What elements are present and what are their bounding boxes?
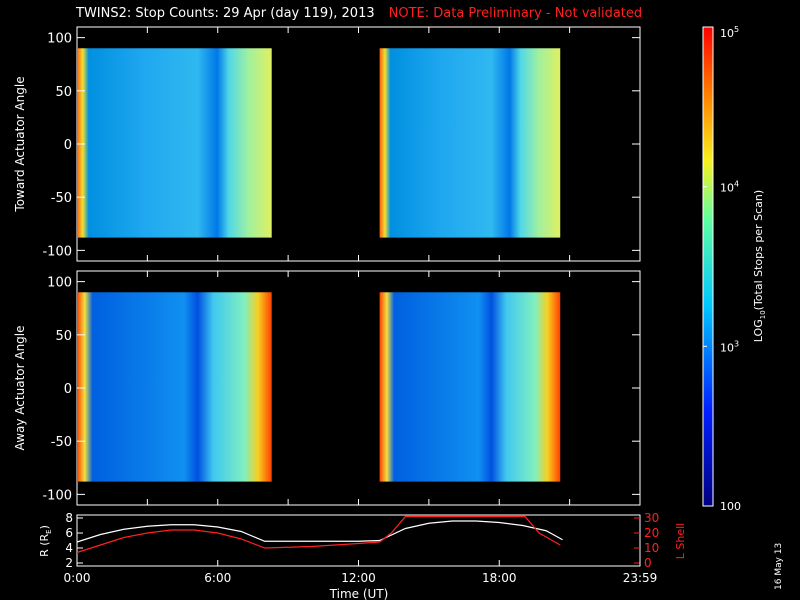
- xtick-label: 0:00: [64, 571, 91, 585]
- colorbar-tick-label: 100: [720, 500, 741, 513]
- xaxis-label: Time (UT): [329, 587, 389, 600]
- date-stamp: 16 May 13: [774, 542, 784, 590]
- away-ylabel: Away Actuator Angle: [13, 325, 27, 450]
- orbit-ytick-label: 6: [65, 526, 73, 540]
- orbit-ytick-label: 8: [65, 511, 73, 525]
- ytick-label: 0: [64, 138, 72, 153]
- radius-line: [76, 520, 563, 543]
- ytick-label: -100: [42, 244, 72, 259]
- xtick-label: 18:00: [482, 571, 517, 585]
- preliminary-note: NOTE: Data Preliminary - Not validated: [388, 6, 643, 21]
- ytick-label: -50: [51, 191, 72, 206]
- colorbar-label: LOG10(Total Stops per Scan): [752, 190, 767, 342]
- orbit-ytick-label: 4: [65, 541, 73, 555]
- ytick-label: 50: [55, 329, 72, 344]
- xtick-label: 6:00: [204, 571, 231, 585]
- heatmap-block-2: [379, 48, 561, 238]
- heatmap-block-1: [77, 292, 272, 482]
- ytick-label: -50: [51, 435, 72, 450]
- orbit-ytick-label: 2: [65, 556, 73, 570]
- colorbar-tick-label: 103: [720, 339, 739, 354]
- orbit-ylabel: R (RE): [38, 525, 53, 557]
- orbit-y2tick-label: 20: [644, 526, 659, 540]
- toward-heatmap: [77, 48, 561, 238]
- colorbar: [702, 26, 714, 507]
- ytick-label: -100: [42, 488, 72, 503]
- ytick-label: 0: [64, 382, 72, 397]
- xtick-label: 23:59: [623, 571, 658, 585]
- away-heatmap: [77, 292, 561, 482]
- toward-ylabel: Toward Actuator Angle: [13, 76, 27, 212]
- heatmap-block-1: [77, 48, 272, 238]
- xtick-label: 12:00: [341, 571, 376, 585]
- orbit-y2tick-label: 10: [644, 541, 659, 555]
- orbit-y2tick-label: 0: [644, 556, 652, 570]
- orbit-panel-frame: [76, 514, 641, 567]
- ytick-label: 50: [55, 85, 72, 100]
- lshell-ylabel: L Shell: [674, 523, 687, 559]
- colorbar-tick-label: 104: [720, 180, 739, 195]
- orbit-y2tick-label: 30: [644, 511, 659, 525]
- title-text: TWINS2: Stop Counts: 29 Apr (day 119), 2…: [76, 6, 375, 21]
- heatmap-block-2: [379, 292, 561, 482]
- ytick-label: 100: [47, 32, 72, 47]
- ytick-label: 100: [47, 276, 72, 291]
- colorbar-tick-label: 105: [720, 25, 739, 40]
- chart-title: TWINS2: Stop Counts: 29 Apr (day 119), 2…: [76, 6, 642, 21]
- lshell-line: [76, 515, 561, 554]
